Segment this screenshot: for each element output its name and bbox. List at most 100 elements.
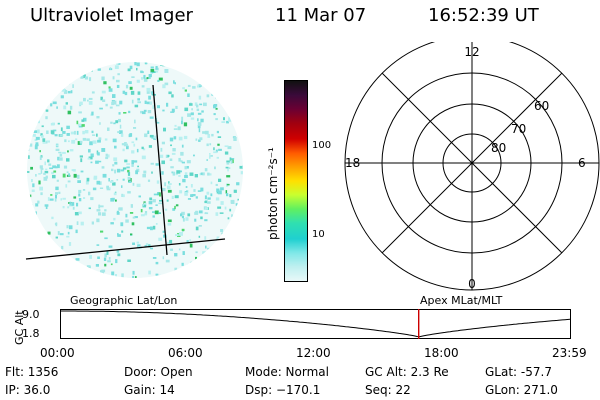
- emission-speck: [135, 170, 138, 175]
- emission-speck: [181, 144, 184, 148]
- emission-speck: [227, 106, 232, 110]
- emission-speck: [78, 111, 82, 114]
- emission-speck: [149, 116, 154, 119]
- emission-speck: [186, 166, 189, 169]
- emission-speck: [82, 137, 87, 141]
- emission-speck: [208, 80, 212, 84]
- emission-speck: [237, 126, 242, 130]
- emission-speck: [236, 182, 240, 186]
- info-gc-alt: GC Alt: 2.3 Re: [365, 365, 449, 379]
- emission-speck: [151, 91, 154, 96]
- emission-speck: [135, 137, 138, 141]
- emission-speck: [77, 123, 82, 126]
- emission-speck: [204, 195, 207, 200]
- info-door: Door: Open: [124, 365, 193, 379]
- emission-speck: [27, 171, 30, 173]
- emission-speck: [170, 248, 173, 251]
- emission-speck: [116, 79, 120, 83]
- emission-speck: [127, 259, 131, 262]
- emission-speck: [85, 180, 89, 185]
- emission-speck: [77, 141, 81, 145]
- emission-speck: [46, 89, 51, 93]
- emission-speck: [143, 202, 147, 206]
- emission-speck: [206, 143, 209, 147]
- emission-speck: [128, 58, 131, 61]
- emission-speck: [118, 283, 120, 285]
- emission-speck: [55, 194, 57, 199]
- emission-speck: [224, 260, 228, 265]
- emission-speck: [213, 147, 215, 151]
- emission-speck: [141, 155, 146, 160]
- emission-speck: [183, 122, 188, 127]
- emission-speck: [155, 204, 158, 206]
- emission-speck: [103, 81, 107, 85]
- emission-speck: [216, 86, 219, 89]
- emission-speck: [27, 104, 30, 108]
- emission-speck: [50, 130, 55, 134]
- emission-speck: [189, 243, 193, 248]
- emission-speck: [214, 80, 216, 85]
- emission-speck: [90, 153, 94, 158]
- emission-speck: [89, 77, 92, 82]
- emission-speck: [113, 217, 116, 221]
- emission-speck: [195, 256, 197, 260]
- emission-speck: [99, 122, 101, 125]
- emission-speck: [45, 65, 49, 68]
- emission-speck: [78, 125, 83, 128]
- emission-speck: [221, 121, 226, 123]
- emission-speck: [100, 96, 103, 101]
- emission-speck: [190, 184, 193, 188]
- emission-speck: [221, 242, 224, 245]
- emission-speck: [129, 133, 133, 137]
- emission-speck: [127, 176, 131, 180]
- emission-speck: [206, 94, 210, 98]
- emission-speck: [131, 164, 134, 167]
- emission-speck: [110, 180, 114, 183]
- emission-speck: [108, 257, 111, 260]
- emission-speck: [99, 205, 104, 208]
- emission-speck: [155, 273, 158, 276]
- emission-speck: [240, 134, 243, 136]
- emission-speck: [193, 154, 195, 157]
- emission-speck: [242, 96, 243, 100]
- emission-speck: [216, 59, 219, 62]
- emission-speck: [23, 63, 26, 67]
- emission-speck: [248, 102, 252, 106]
- emission-speck: [67, 91, 71, 94]
- emission-speck: [210, 155, 213, 157]
- emission-speck: [230, 119, 235, 122]
- emission-speck: [198, 128, 201, 133]
- emission-speck: [251, 106, 252, 108]
- emission-speck: [233, 137, 237, 141]
- emission-speck: [40, 284, 43, 285]
- emission-speck: [196, 108, 200, 111]
- emission-speck: [123, 112, 127, 114]
- emission-speck: [103, 257, 107, 261]
- emission-speck: [169, 158, 173, 161]
- emission-speck: [240, 64, 243, 67]
- emission-speck: [199, 270, 203, 273]
- emission-speck: [150, 68, 155, 72]
- emission-speck: [122, 167, 127, 170]
- emission-speck: [132, 216, 136, 219]
- emission-speck: [207, 247, 211, 250]
- emission-speck: [30, 271, 33, 275]
- emission-speck: [220, 229, 224, 233]
- emission-speck: [60, 127, 63, 132]
- emission-speck: [189, 103, 193, 106]
- emission-speck: [246, 251, 250, 253]
- emission-speck: [146, 90, 150, 94]
- emission-speck: [39, 156, 42, 160]
- emission-speck: [114, 282, 116, 285]
- emission-speck: [140, 110, 144, 114]
- emission-speck: [148, 270, 151, 275]
- emission-speck: [26, 232, 28, 236]
- emission-speck: [151, 171, 153, 174]
- emission-speck: [29, 143, 33, 147]
- emission-speck: [132, 275, 134, 278]
- emission-speck: [249, 194, 252, 196]
- emission-speck: [51, 91, 54, 94]
- emission-speck: [198, 210, 202, 214]
- emission-speck: [228, 167, 231, 169]
- emission-speck: [35, 144, 39, 147]
